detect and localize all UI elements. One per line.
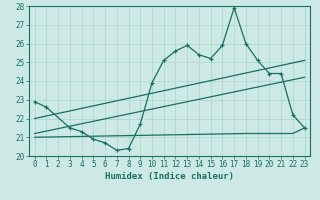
X-axis label: Humidex (Indice chaleur): Humidex (Indice chaleur) bbox=[105, 172, 234, 181]
